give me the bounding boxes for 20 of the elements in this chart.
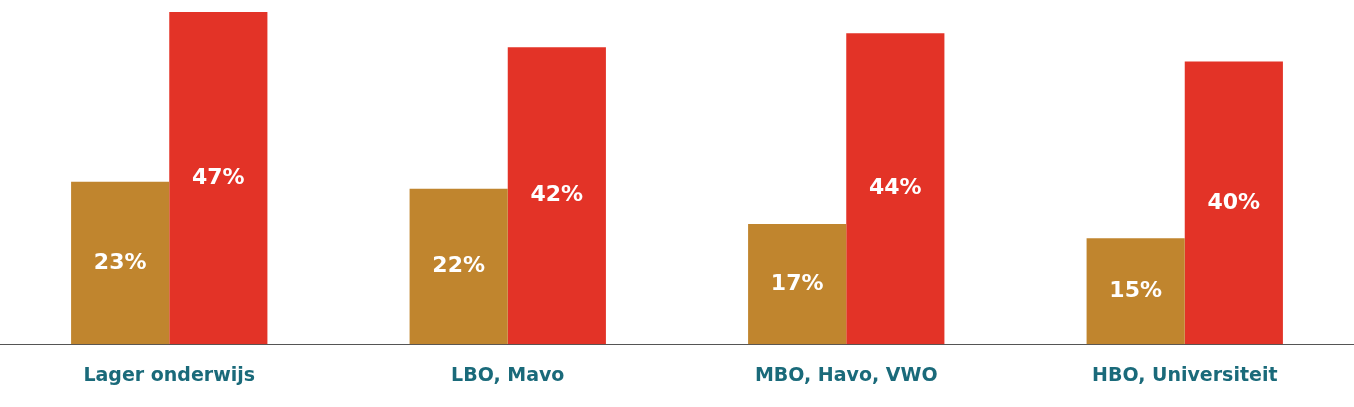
bar: [507, 47, 606, 345]
bar: [409, 188, 508, 345]
x-tick-label: HBO, Universiteit: [1092, 362, 1278, 385]
data-label: 44%: [869, 174, 922, 200]
bar: [846, 33, 945, 345]
x-tick-label: Lager onderwijs: [83, 362, 256, 385]
bar: [169, 12, 268, 345]
data-label: 47%: [192, 163, 245, 189]
bar: [71, 181, 170, 345]
data-label: 40%: [1207, 188, 1261, 214]
x-tick-label: MBO, Havo, VWO: [754, 362, 938, 385]
x-tick-label: LBO, Mavo: [451, 362, 565, 385]
bar: [1184, 61, 1283, 345]
bar: [748, 224, 847, 345]
data-label: 22%: [432, 252, 485, 278]
data-label: 15%: [1109, 276, 1162, 302]
data-label: 17%: [770, 269, 824, 295]
data-label: 42%: [530, 181, 584, 207]
data-label: 23%: [93, 248, 147, 274]
bar: [1086, 238, 1185, 345]
